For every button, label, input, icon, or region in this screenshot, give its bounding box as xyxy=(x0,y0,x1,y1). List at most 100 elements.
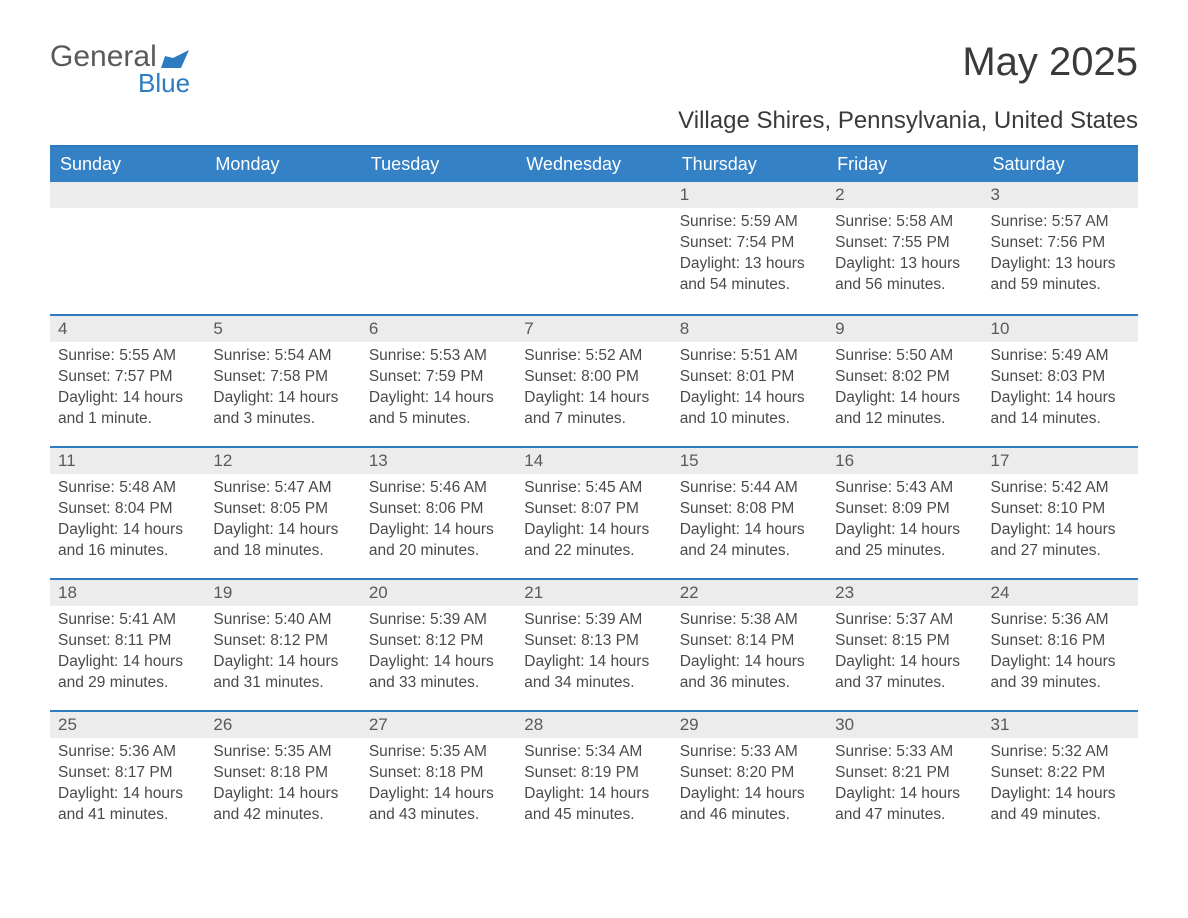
daylight-label: Daylight: xyxy=(58,389,118,406)
sunset-label: Sunset: xyxy=(524,500,577,517)
sunset-label: Sunset: xyxy=(369,500,422,517)
weekday-friday: Friday xyxy=(827,146,982,182)
calendar-day: 5Sunrise: 5:54 AMSunset: 7:58 PMDaylight… xyxy=(205,314,360,446)
day-body: Sunrise: 5:36 AMSunset: 8:16 PMDaylight:… xyxy=(983,606,1138,702)
calendar-empty xyxy=(516,182,671,314)
daylight-line: Daylight: 14 hours and 20 minutes. xyxy=(369,520,508,562)
calendar-week: 1Sunrise: 5:59 AMSunset: 7:54 PMDaylight… xyxy=(50,182,1138,314)
day-body: Sunrise: 5:40 AMSunset: 8:12 PMDaylight:… xyxy=(205,606,360,702)
sunset-value: 8:04 PM xyxy=(115,500,173,517)
calendar-day: 10Sunrise: 5:49 AMSunset: 8:03 PMDayligh… xyxy=(983,314,1138,446)
sunrise-line: Sunrise: 5:32 AM xyxy=(991,742,1130,763)
sunset-label: Sunset: xyxy=(58,500,111,517)
sunrise-line: Sunrise: 5:59 AM xyxy=(680,212,819,233)
calendar-week: 18Sunrise: 5:41 AMSunset: 8:11 PMDayligh… xyxy=(50,578,1138,710)
day-header-empty xyxy=(205,182,360,208)
calendar-table: SundayMondayTuesdayWednesdayThursdayFrid… xyxy=(50,145,1138,842)
sunrise-line: Sunrise: 5:35 AM xyxy=(369,742,508,763)
sunrise-value: 5:33 AM xyxy=(896,743,953,760)
sunset-value: 8:15 PM xyxy=(892,632,950,649)
sunrise-value: 5:51 AM xyxy=(741,347,798,364)
calendar-body: 1Sunrise: 5:59 AMSunset: 7:54 PMDaylight… xyxy=(50,182,1138,842)
sunset-value: 8:01 PM xyxy=(737,368,795,385)
daylight-line: Daylight: 14 hours and 10 minutes. xyxy=(680,388,819,430)
day-body: Sunrise: 5:39 AMSunset: 8:12 PMDaylight:… xyxy=(361,606,516,702)
sunrise-label: Sunrise: xyxy=(835,213,892,230)
daylight-label: Daylight: xyxy=(991,521,1051,538)
daylight-line: Daylight: 14 hours and 39 minutes. xyxy=(991,652,1130,694)
sunrise-label: Sunrise: xyxy=(58,347,115,364)
sunset-value: 8:12 PM xyxy=(426,632,484,649)
sunrise-line: Sunrise: 5:52 AM xyxy=(524,346,663,367)
calendar-day: 20Sunrise: 5:39 AMSunset: 8:12 PMDayligh… xyxy=(361,578,516,710)
sunrise-value: 5:32 AM xyxy=(1052,743,1109,760)
daylight-line: Daylight: 14 hours and 25 minutes. xyxy=(835,520,974,562)
day-body: Sunrise: 5:51 AMSunset: 8:01 PMDaylight:… xyxy=(672,342,827,438)
sunrise-label: Sunrise: xyxy=(58,479,115,496)
day-body: Sunrise: 5:55 AMSunset: 7:57 PMDaylight:… xyxy=(50,342,205,438)
calendar-day: 1Sunrise: 5:59 AMSunset: 7:54 PMDaylight… xyxy=(672,182,827,314)
sunrise-label: Sunrise: xyxy=(524,743,581,760)
sunset-value: 8:09 PM xyxy=(892,500,950,517)
sunset-line: Sunset: 8:14 PM xyxy=(680,631,819,652)
sunrise-line: Sunrise: 5:40 AM xyxy=(213,610,352,631)
sunset-value: 8:06 PM xyxy=(426,500,484,517)
sunset-label: Sunset: xyxy=(991,368,1044,385)
calendar-day: 30Sunrise: 5:33 AMSunset: 8:21 PMDayligh… xyxy=(827,710,982,842)
sunrise-label: Sunrise: xyxy=(680,479,737,496)
title-block: May 2025 xyxy=(962,40,1138,85)
sunset-label: Sunset: xyxy=(835,500,888,517)
sunrise-label: Sunrise: xyxy=(58,743,115,760)
header: General Blue May 2025 xyxy=(50,40,1138,99)
day-number: 3 xyxy=(983,182,1138,208)
sunset-label: Sunset: xyxy=(213,764,266,781)
logo-word-blue: Blue xyxy=(138,68,190,99)
sunset-label: Sunset: xyxy=(835,764,888,781)
day-number: 21 xyxy=(516,578,671,606)
calendar-day: 22Sunrise: 5:38 AMSunset: 8:14 PMDayligh… xyxy=(672,578,827,710)
sunrise-label: Sunrise: xyxy=(835,743,892,760)
sunrise-value: 5:50 AM xyxy=(896,347,953,364)
sunset-value: 8:10 PM xyxy=(1047,500,1105,517)
sunset-value: 8:05 PM xyxy=(270,500,328,517)
day-header-empty xyxy=(361,182,516,208)
day-header-empty xyxy=(516,182,671,208)
sunset-line: Sunset: 8:17 PM xyxy=(58,763,197,784)
calendar-day: 3Sunrise: 5:57 AMSunset: 7:56 PMDaylight… xyxy=(983,182,1138,314)
day-number: 6 xyxy=(361,314,516,342)
sunset-line: Sunset: 8:20 PM xyxy=(680,763,819,784)
sunrise-line: Sunrise: 5:48 AM xyxy=(58,478,197,499)
calendar-day: 2Sunrise: 5:58 AMSunset: 7:55 PMDaylight… xyxy=(827,182,982,314)
sunrise-line: Sunrise: 5:43 AM xyxy=(835,478,974,499)
daylight-line: Daylight: 14 hours and 46 minutes. xyxy=(680,784,819,826)
calendar-week: 25Sunrise: 5:36 AMSunset: 8:17 PMDayligh… xyxy=(50,710,1138,842)
sunrise-value: 5:54 AM xyxy=(275,347,332,364)
daylight-label: Daylight: xyxy=(524,389,584,406)
daylight-line: Daylight: 14 hours and 41 minutes. xyxy=(58,784,197,826)
day-body: Sunrise: 5:35 AMSunset: 8:18 PMDaylight:… xyxy=(205,738,360,834)
calendar-day: 19Sunrise: 5:40 AMSunset: 8:12 PMDayligh… xyxy=(205,578,360,710)
sunrise-value: 5:36 AM xyxy=(1052,611,1109,628)
weekday-monday: Monday xyxy=(205,146,360,182)
day-number: 18 xyxy=(50,578,205,606)
sunrise-label: Sunrise: xyxy=(369,611,426,628)
sunset-line: Sunset: 8:04 PM xyxy=(58,499,197,520)
calendar-day: 11Sunrise: 5:48 AMSunset: 8:04 PMDayligh… xyxy=(50,446,205,578)
sunset-value: 8:17 PM xyxy=(115,764,173,781)
daylight-label: Daylight: xyxy=(369,389,429,406)
daylight-label: Daylight: xyxy=(991,653,1051,670)
daylight-label: Daylight: xyxy=(680,255,740,272)
sunset-line: Sunset: 8:19 PM xyxy=(524,763,663,784)
day-body: Sunrise: 5:42 AMSunset: 8:10 PMDaylight:… xyxy=(983,474,1138,570)
sunset-label: Sunset: xyxy=(58,368,111,385)
day-body: Sunrise: 5:58 AMSunset: 7:55 PMDaylight:… xyxy=(827,208,982,304)
sunset-label: Sunset: xyxy=(680,500,733,517)
day-body: Sunrise: 5:33 AMSunset: 8:20 PMDaylight:… xyxy=(672,738,827,834)
sunrise-line: Sunrise: 5:39 AM xyxy=(524,610,663,631)
sunrise-line: Sunrise: 5:45 AM xyxy=(524,478,663,499)
calendar-day: 23Sunrise: 5:37 AMSunset: 8:15 PMDayligh… xyxy=(827,578,982,710)
calendar-day: 7Sunrise: 5:52 AMSunset: 8:00 PMDaylight… xyxy=(516,314,671,446)
sunrise-value: 5:44 AM xyxy=(741,479,798,496)
sunset-line: Sunset: 8:12 PM xyxy=(213,631,352,652)
location-subtitle: Village Shires, Pennsylvania, United Sta… xyxy=(50,107,1138,135)
